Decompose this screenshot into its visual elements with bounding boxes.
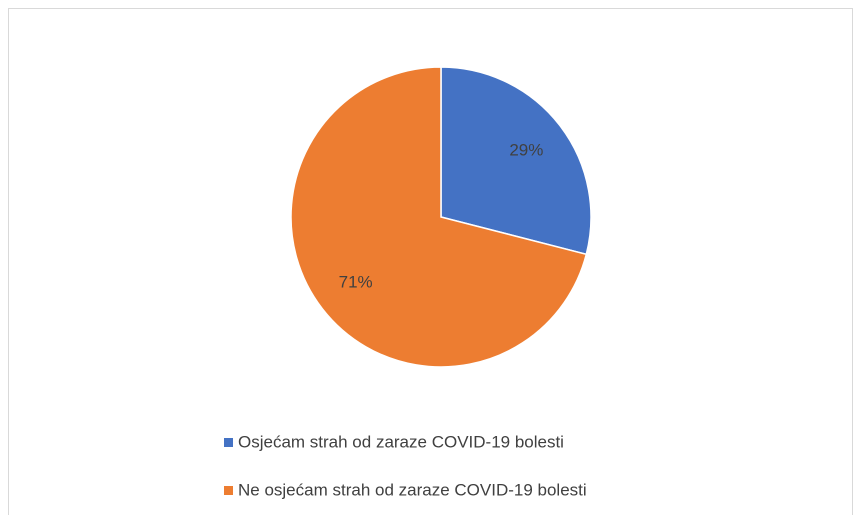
data-label: 71% xyxy=(339,273,373,292)
legend-label: Ne osjećam strah od zaraze COVID-19 bole… xyxy=(238,480,587,499)
legend-label: Osjećam strah od zaraze COVID-19 bolesti xyxy=(238,432,564,451)
data-label: 29% xyxy=(509,140,543,159)
legend-swatch xyxy=(224,438,233,447)
legend-swatch xyxy=(224,486,233,495)
pie-slice xyxy=(440,66,592,256)
pie-slice xyxy=(290,66,588,368)
